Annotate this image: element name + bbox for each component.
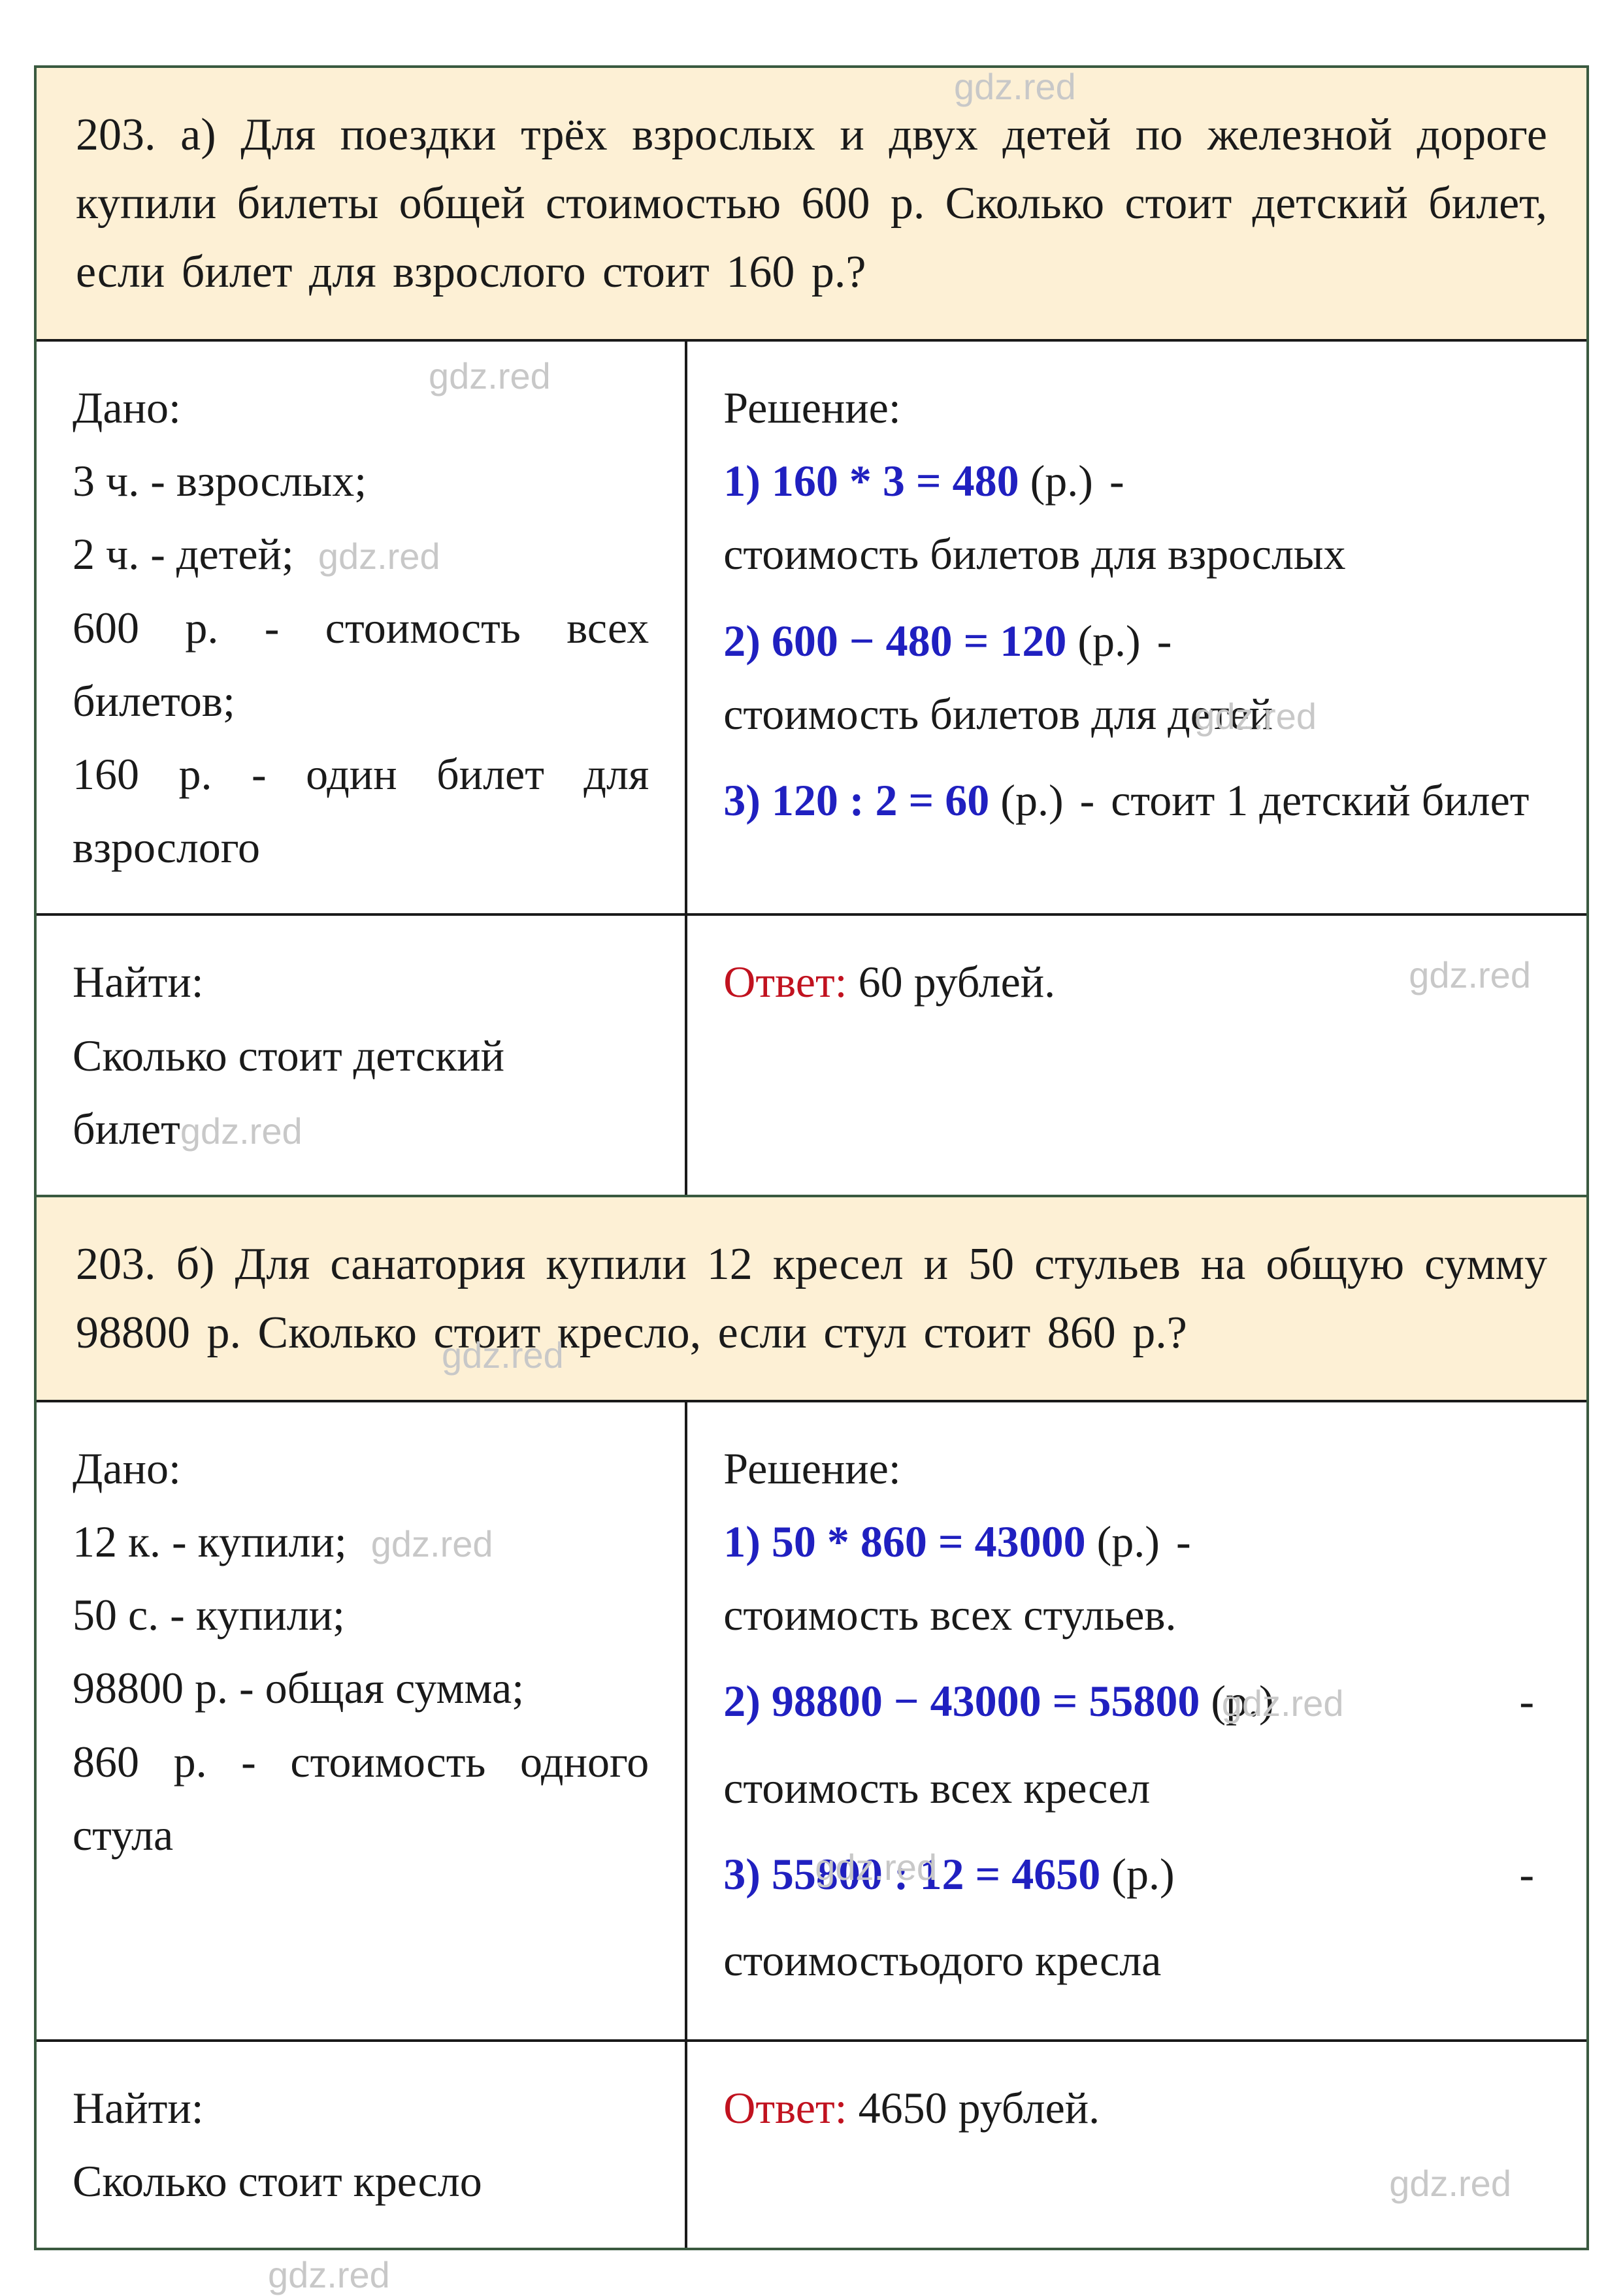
find-b-label: Найти: xyxy=(73,2071,649,2144)
solution-b-label: Решение: xyxy=(723,1432,1550,1505)
answer-b-cell: Ответ: 4650 рублей. gdz.red xyxy=(687,2042,1586,2247)
problem-b-text: Для санатория купили 12 кресел и 50 стул… xyxy=(76,1239,1547,1358)
step-unit: (р.) xyxy=(1077,604,1140,677)
answer-b-line: Ответ: 4650 рублей. xyxy=(723,2071,1550,2144)
find-b-cell: Найти: Сколько стоит кресло xyxy=(37,2042,687,2247)
step-unit: (р.) xyxy=(1211,1664,1273,1738)
problem-b-number: 203. б) xyxy=(76,1239,214,1289)
step-unit: (р.) xyxy=(1000,764,1063,837)
given-b-line: 50 с. - купили; xyxy=(73,1578,649,1651)
row-find-answer-b: Найти: Сколько стоит кресло Ответ: 4650 … xyxy=(37,2039,1586,2247)
step-num: 3) xyxy=(723,764,761,837)
given-a-line: 600 р. - стоимость всех билетов; xyxy=(73,591,649,737)
answer-a-line: Ответ: 60 рублей. gdz.red xyxy=(723,945,1550,1018)
page-root: gdz.red 203. а) Для поездки трёх взрослы… xyxy=(26,65,1597,2250)
step-eq: 160 * 3 = 480 xyxy=(772,444,1019,517)
answer-a-cell: Ответ: 60 рублей. gdz.red xyxy=(687,916,1586,1195)
given-b-label: Дано: xyxy=(73,1432,649,1505)
step-desc: стоимость всех кресел xyxy=(723,1751,1150,1824)
step-eq: 50 * 860 = 43000 xyxy=(772,1505,1086,1578)
step-num: 3) xyxy=(723,1837,761,1911)
answer-b-text: 4650 рублей. xyxy=(859,2083,1100,2133)
worksheet-container: 203. а) Для поездки трёх взрослых и двух… xyxy=(34,65,1589,2250)
step-desc: стоимость билетов для детей xyxy=(723,677,1273,751)
solution-a-step: 3) 120 : 2 = 60 (р.) - стоит 1 детский б… xyxy=(723,764,1550,837)
step-desc: стоимость билетов для взрослых xyxy=(723,517,1345,590)
step-unit: (р.) xyxy=(1030,444,1093,517)
step-num: 1) xyxy=(723,444,761,517)
answer-a-label: Ответ: xyxy=(723,957,847,1007)
step-desc: стоимость всех стульев. xyxy=(723,1578,1176,1651)
row-given-solution-b: Дано: 12 к. - купили; gdz.red 50 с. - ку… xyxy=(37,1400,1586,2039)
solution-b-step-desc-wrap: стоимостьодого кресла xyxy=(723,1924,1550,1997)
watermark: gdz.red xyxy=(1389,2163,1511,2204)
solution-a-label: Решение: xyxy=(723,371,1550,444)
step-eq: 120 : 2 = 60 xyxy=(772,764,989,837)
watermark: gdz.red xyxy=(318,536,440,577)
row-find-answer-a: Найти: Сколько стоит детский билетgdz.re… xyxy=(37,913,1586,1195)
given-b-line: 12 к. - купили; gdz.red xyxy=(73,1505,649,1578)
problem-a-text: Для поездки трёх взрослых и двух детей п… xyxy=(76,110,1547,297)
solution-b-cell: Решение: 1) 50 * 860 = 43000 (р.) - стои… xyxy=(687,1402,1586,2039)
find-a-text: Сколько стоит детский билетgdz.red xyxy=(73,1019,649,1165)
step-num: 1) xyxy=(723,1505,761,1578)
solution-b-step: 3) gdz.red 55800 : 12 = 4650 (р.) - xyxy=(723,1837,1550,1911)
given-a-label: Дано: xyxy=(73,371,649,444)
row-given-solution-a: Дано: 3 ч. - взрослых; 2 ч. - детей; gdz… xyxy=(37,339,1586,913)
step-desc: стоимостьодого кресла xyxy=(723,1924,1161,1997)
step-num: 2) xyxy=(723,604,761,677)
find-a-cell: Найти: Сколько стоит детский билетgdz.re… xyxy=(37,916,687,1195)
find-b-text: Сколько стоит кресло xyxy=(73,2144,649,2218)
step-eq: 55800 : 12 = 4650 xyxy=(772,1837,1100,1911)
answer-b-label: Ответ: xyxy=(723,2083,847,2133)
watermark: gdz.red xyxy=(371,1523,493,1564)
answer-a-text: 60 рублей. xyxy=(859,957,1056,1007)
step-num: 2) xyxy=(723,1664,761,1738)
watermark: gdz.red xyxy=(268,2254,390,2296)
given-b-cell: Дано: 12 к. - купили; gdz.red 50 с. - ку… xyxy=(37,1402,687,2039)
solution-b-step: 1) 50 * 860 = 43000 (р.) - стоимость все… xyxy=(723,1505,1550,1651)
watermark: gdz.red xyxy=(1409,945,1531,1005)
solution-b-step: 2) 98800 − 43000 = 55800 (р.) gdz.red - xyxy=(723,1664,1550,1738)
given-a-line: 2 ч. - детей; gdz.red xyxy=(73,517,649,590)
step-unit: (р.) xyxy=(1097,1505,1160,1578)
problem-a-number: 203. а) xyxy=(76,110,216,160)
problem-b-statement: 203. б) Для санатория купили 12 кресел и… xyxy=(37,1195,1586,1400)
solution-b-step-desc-wrap: стоимость всех кресел xyxy=(723,1751,1550,1824)
problem-a-statement: 203. а) Для поездки трёх взрослых и двух… xyxy=(37,68,1586,339)
step-unit: (р.) xyxy=(1111,1837,1174,1911)
step-eq: 600 − 480 = 120 xyxy=(772,604,1067,677)
solution-a-step: 1) 160 * 3 = 480 (р.) - стоимость билето… xyxy=(723,444,1550,590)
solution-a-step: 2) 600 − 480 = 120 (р.) - стоимость биле… xyxy=(723,604,1550,751)
solution-a-cell: Решение: 1) 160 * 3 = 480 (р.) - стоимос… xyxy=(687,342,1586,913)
given-b-line: 98800 р. - общая сумма; xyxy=(73,1651,649,1724)
given-a-cell: Дано: 3 ч. - взрослых; 2 ч. - детей; gdz… xyxy=(37,342,687,913)
watermark: gdz.red xyxy=(180,1110,303,1152)
step-eq: 98800 − 43000 = 55800 xyxy=(772,1664,1200,1738)
given-a-line: 160 р. - один билет для взрослого xyxy=(73,737,649,884)
step-desc: стоит 1 детский билет xyxy=(1111,764,1529,837)
find-a-label: Найти: xyxy=(73,945,649,1018)
given-a-line: 3 ч. - взрослых; xyxy=(73,444,649,517)
given-b-line: 860 р. - стоимость одного стула xyxy=(73,1725,649,1871)
